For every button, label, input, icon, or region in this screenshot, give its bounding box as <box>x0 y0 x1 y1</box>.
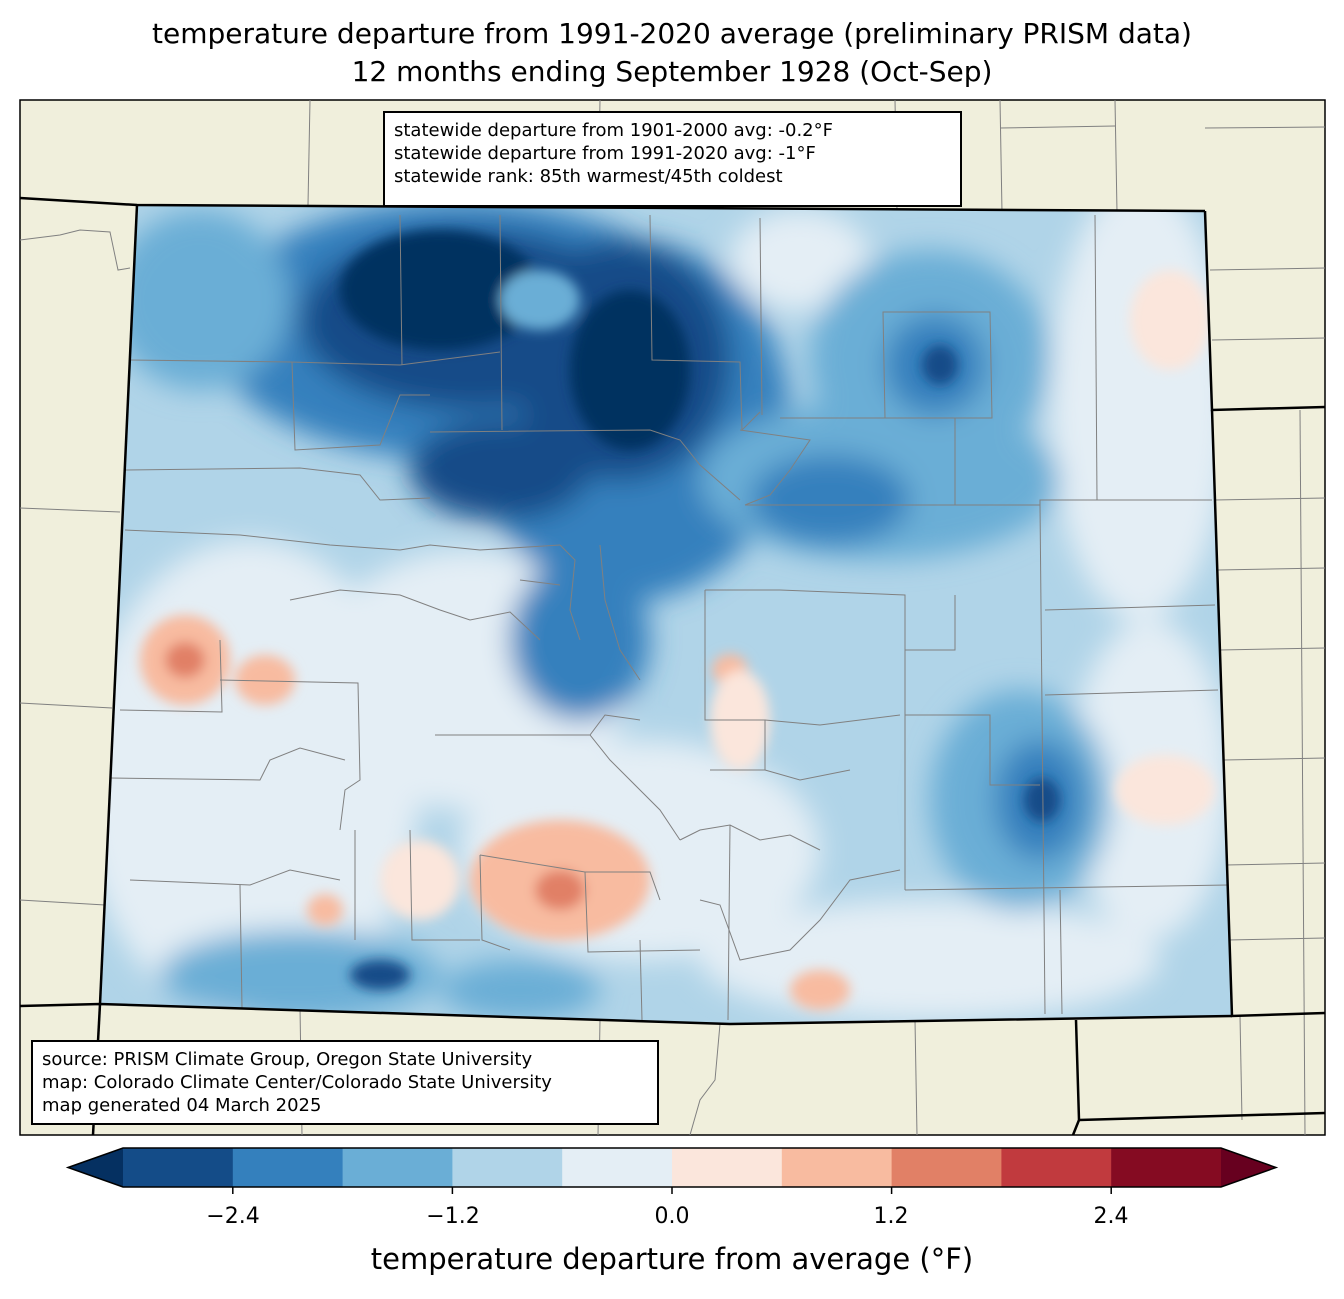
colorbar-tick-label: 1.2 <box>873 1204 909 1229</box>
colorbar <box>65 1147 1279 1194</box>
stats-departure-1991-2020: statewide departure from 1991-2020 avg: … <box>394 143 816 164</box>
colorbar-extend-low <box>68 1148 123 1187</box>
colorbar-segment <box>781 1148 893 1187</box>
colorbar-tick-label: −2.4 <box>206 1204 260 1229</box>
colorbar-segment <box>891 1148 1002 1187</box>
state-borders <box>19 196 1326 1136</box>
colorbar-tick-label: 0.0 <box>654 1204 690 1229</box>
colorado-county-lines <box>109 214 1231 1021</box>
colorbar-outline <box>65 1147 1279 1188</box>
source-prism: source: PRISM Climate Group, Oregon Stat… <box>42 1049 533 1070</box>
map-title-line-2: 12 months ending September 1928 (Oct-Sep… <box>351 55 993 88</box>
map-title-line-1: temperature departure from 1991-2020 ave… <box>152 17 1192 50</box>
colorbar-segment <box>672 1148 783 1187</box>
colorbar-segment <box>452 1148 563 1187</box>
colorbar-segment <box>232 1148 344 1187</box>
temperature-field <box>100 205 1232 1024</box>
source-map-credit: map: Colorado Climate Center/Colorado St… <box>42 1072 552 1093</box>
colorbar-segment <box>1111 1148 1222 1187</box>
colorbar-label: temperature departure from average (°F) <box>370 1242 974 1276</box>
colorbar-segment <box>562 1148 673 1187</box>
source-box: source: PRISM Climate Group, Oregon Stat… <box>31 1040 659 1125</box>
colorbar-tick-label: 2.4 <box>1093 1204 1129 1229</box>
stats-departure-1901-2000: statewide departure from 1901-2000 avg: … <box>394 120 833 141</box>
stats-rank: statewide rank: 85th warmest/45th coldes… <box>394 166 783 187</box>
colorbar-segment <box>342 1148 453 1187</box>
neighbor-county-lines <box>20 100 1325 1135</box>
colorbar-segment <box>1001 1148 1112 1187</box>
colorbar-extend-high <box>1221 1148 1276 1187</box>
statewide-stats-box: statewide departure from 1901-2000 avg: … <box>383 111 962 207</box>
colorbar-segment <box>123 1148 234 1187</box>
colorbar-tick-label: −1.2 <box>426 1204 480 1229</box>
source-generated-date: map generated 04 March 2025 <box>42 1095 322 1116</box>
